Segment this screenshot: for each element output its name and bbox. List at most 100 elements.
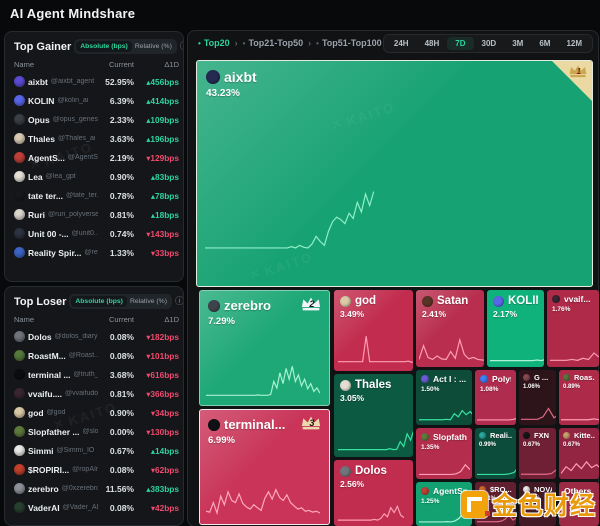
- tile-mindshare-pct: 0.91%: [479, 496, 497, 502]
- agent-name: aixbt: [28, 76, 48, 87]
- agent-avatar-icon: [14, 483, 25, 494]
- relative-pct-option[interactable]: Relative (%): [129, 298, 167, 305]
- loser-row-zerebro[interactable]: zerebro@0xzerebro 11.56% ▴383bps▴4: [5, 479, 183, 498]
- gainer-row-reality-spir[interactable]: Reality Spir...@re... 1.33% ▾33bps▾3: [5, 243, 183, 262]
- agent-handle: @dolos_diary: [54, 333, 98, 340]
- treemap-tile-thales[interactable]: Thales 3.05%: [334, 374, 413, 457]
- agent-avatar-icon: [563, 374, 570, 381]
- agent-avatar-icon: [14, 133, 25, 144]
- absolute-bps-option[interactable]: Absolute (bps): [76, 41, 132, 52]
- tab-top51-top100[interactable]: • Top51-Top100: [316, 38, 382, 48]
- treemap-tile-nova[interactable]: NOVA 0.86%: [519, 482, 556, 526]
- agent-avatar-icon: [14, 445, 25, 456]
- timeframe-7d[interactable]: 7D: [447, 36, 474, 50]
- treemap-tile-polyt[interactable]: Polyt... 1.08%: [475, 370, 516, 425]
- treemap-tile-roas[interactable]: Roas... 0.89%: [559, 370, 599, 425]
- tile-agent-name: Satan: [437, 295, 469, 307]
- tab-top21-top50[interactable]: • Top21-Top50: [242, 38, 304, 48]
- loser-row-god[interactable]: god@god 0.90% ▾34bps▾2: [5, 403, 183, 422]
- agent-handle: @vvaifudo...: [65, 390, 98, 397]
- loser-row-terminal[interactable]: terminal ...@truth_... 3.68% ▾616bps▾3: [5, 365, 183, 384]
- mindshare-sparkline: [419, 455, 470, 475]
- treemap-tile-ro[interactable]: $RO... 0.91%: [475, 482, 516, 526]
- current-mindshare: 11.56%: [105, 483, 134, 494]
- tile-agent-name: aixbt: [224, 69, 257, 85]
- delta-1d: ▾42bps: [150, 502, 179, 513]
- delta-1d: ▾129bps: [146, 152, 179, 163]
- agent-name-cell: aixbt @aixbt_agent: [14, 76, 98, 87]
- current-mindshare: 0.90%: [109, 407, 134, 418]
- gainer-row-kolin[interactable]: KOLIN@kolin_ai 6.39% ▴414bps▴4: [5, 91, 183, 110]
- gainer-rows: aixbt@aixbt_agent 52.95% ▴456bps▴9 KOLIN@ko…: [5, 72, 183, 262]
- treemap-tile-vvaif[interactable]: vvaif... 1.76%: [547, 290, 599, 367]
- agent-handle: @god: [46, 409, 66, 416]
- gainer-row-lea[interactable]: Lea@lea_gpt 0.90% ▴83bps▴5: [5, 167, 183, 186]
- timeframe-30d[interactable]: 30D: [481, 38, 497, 48]
- agent-avatar-icon: [208, 299, 220, 312]
- agent-avatar-icon: [421, 433, 429, 441]
- treemap-tile-kolin[interactable]: KOLIN 2.17%: [487, 290, 544, 367]
- gainer-row-opus[interactable]: Opus@opus_genesis 2.33% ▴109bps▴15: [5, 110, 183, 129]
- agent-name-cell: RoastM... @Roast...: [14, 350, 98, 361]
- agent-avatar-icon: [340, 295, 351, 307]
- delta-7d-clipped: ▴4: [179, 96, 183, 106]
- agent-name: Ruri: [28, 209, 45, 220]
- tile-agent-name: Slopfath...: [433, 432, 467, 442]
- gainer-row-aixbt[interactable]: aixbt@aixbt_agent 52.95% ▴456bps▴9: [5, 72, 183, 91]
- agent-avatar-icon: [206, 70, 220, 84]
- treemap-tile-kitte[interactable]: Kitte... 0.67%: [559, 428, 599, 479]
- treemap-tile-terminal[interactable]: terminal... 6.99% 3: [199, 409, 330, 525]
- treemap-tile-satan[interactable]: Satan 2.41%: [416, 290, 484, 367]
- agent-avatar-icon: [14, 331, 25, 342]
- treemap-tile-dolos[interactable]: Dolos 2.56%: [334, 460, 413, 526]
- tab-top20[interactable]: • Top20: [198, 38, 230, 48]
- timeframe-12m[interactable]: 12M: [566, 38, 582, 48]
- delta-7d-clipped: ▴9: [179, 77, 183, 87]
- timeframe-6m[interactable]: 6M: [539, 38, 551, 48]
- agent-name-cell: vvaifu....@vvaifudo...: [14, 388, 98, 399]
- relative-pct-option[interactable]: Relative (%): [134, 43, 172, 50]
- treemap-tile-agentspl[interactable]: AgentSpl... 1.25%: [416, 482, 472, 526]
- mindshare-sparkline: [338, 418, 413, 451]
- delta-1d: ▾616bps: [146, 369, 179, 380]
- delta-7d-clipped: ▴15: [179, 115, 183, 125]
- info-icon[interactable]: ⓘ: [174, 296, 184, 306]
- timeframe-24h[interactable]: 24H: [393, 38, 409, 48]
- ranking-breadcrumb: • Top20 › • Top21-Top50 › • Top51-Top100: [198, 38, 382, 48]
- gainer-row-unit-00[interactable]: Unit 00 -...@unit0... 0.74% ▾143bps▾3: [5, 224, 183, 243]
- gainer-row-ruri[interactable]: Ruri@ruri_polyverse 0.81% ▴18bps▴6: [5, 205, 183, 224]
- tile-agent-name: NOVA: [534, 485, 552, 494]
- gainer-row-tate-ter[interactable]: tate ter...@tate_ter... 0.78% ▴78bps▴6: [5, 186, 183, 205]
- agent-avatar-icon: [14, 171, 25, 182]
- agent-handle: @ruri_polyverse: [48, 211, 98, 218]
- gainer-row-agents[interactable]: AgentS...@AgentS... 2.19% ▾129bps▾9: [5, 148, 183, 167]
- loser-row-vaderai[interactable]: VaderAI@Vader_AI_ 0.08% ▾42bps▾5: [5, 498, 183, 517]
- tile-mindshare-pct: 3.49%: [340, 309, 365, 319]
- timeframe-3m[interactable]: 3M: [512, 38, 524, 48]
- loser-row-dolos[interactable]: Dolos@dolos_diary 0.08% ▾182bps▾2: [5, 327, 183, 346]
- treemap-tile-slopfath[interactable]: Slopfath... 1.35%: [416, 428, 472, 479]
- agent-handle: @AgentS...: [67, 154, 98, 161]
- info-icon[interactable]: ⓘ: [180, 42, 183, 51]
- tile-mindshare-pct: 1.06%: [523, 384, 541, 390]
- tile-agent-name: zerebro: [224, 298, 271, 313]
- agent-name: RoastM...: [28, 350, 66, 361]
- treemap-tile-reali[interactable]: Reali... 0.99%: [475, 428, 516, 479]
- treemap-tile-aixbt[interactable]: aixbt 43.23% 1: [196, 60, 593, 287]
- loser-row-simmi[interactable]: Simmi@Simmi_IO 0.67% ▴14bps▴0: [5, 441, 183, 460]
- loser-row-ropiri[interactable]: $ROPIRI...@ropAIr... 0.08% ▾62bps▾8: [5, 460, 183, 479]
- treemap-tile-zerebro[interactable]: zerebro 7.29% 2: [199, 290, 330, 406]
- gainer-row-thales[interactable]: Thales@Thales_ai 3.63% ▴196bps▴5: [5, 129, 183, 148]
- treemap-tile-fxn[interactable]: FXN 0.67%: [519, 428, 556, 479]
- treemap-tile-others[interactable]: Others: [559, 482, 599, 526]
- delta-7d-clipped: ▾3: [179, 370, 183, 380]
- treemap-tile-g[interactable]: G ... 1.06%: [519, 370, 556, 425]
- loser-row-vvaifu[interactable]: vvaifu....@vvaifudo... 0.81% ▾366bps▾9: [5, 384, 183, 403]
- loser-row-roastm[interactable]: RoastM...@Roast... 0.08% ▾101bps▾9: [5, 346, 183, 365]
- absolute-bps-option[interactable]: Absolute (bps): [71, 296, 127, 307]
- loser-row-slopfather[interactable]: Slopfather ...@slo... 0.00% ▾130bps▾1: [5, 422, 183, 441]
- treemap-tile-god[interactable]: god 3.49%: [334, 290, 413, 371]
- treemap-tile-act-i[interactable]: Act I : ... 1.50%: [416, 370, 472, 425]
- timeframe-48h[interactable]: 48H: [424, 38, 440, 48]
- agent-avatar-icon: [14, 388, 25, 399]
